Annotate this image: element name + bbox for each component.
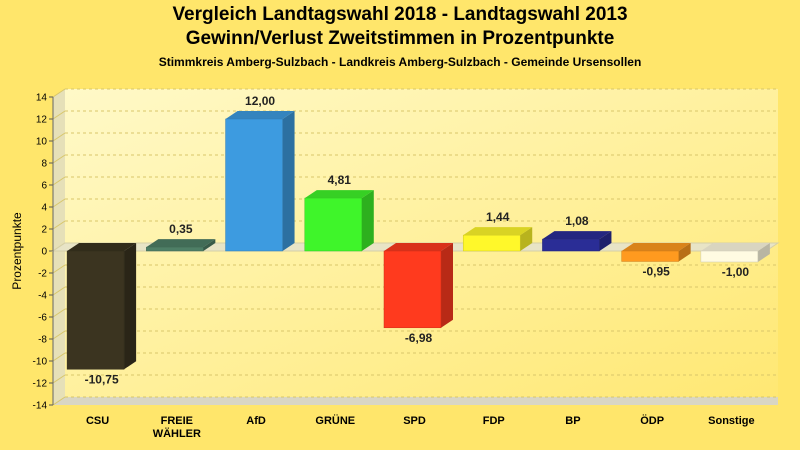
bar-5: [462, 227, 533, 252]
bar-7: [621, 243, 691, 262]
grid-line-side: [52, 308, 66, 318]
bar-side: [124, 243, 137, 370]
data-label: -0,95: [642, 264, 670, 278]
grid-line-side: [52, 132, 66, 142]
bar-side: [361, 190, 374, 251]
bar-top: [304, 190, 374, 199]
x-tick-label: Sonstige: [708, 415, 754, 427]
bar-front: [542, 238, 600, 252]
grid-line-side: [52, 220, 66, 230]
bar-top: [463, 227, 533, 236]
grid-line-side: [52, 88, 66, 98]
data-label: -10,75: [85, 372, 119, 386]
bar-6: [542, 231, 612, 252]
bar-front: [621, 250, 679, 262]
y-tick-label: 6: [41, 181, 47, 192]
y-tick-label: -10: [33, 357, 48, 368]
bar-front: [304, 197, 363, 252]
y-tick-label: 14: [36, 93, 48, 104]
grid-line-side: [52, 154, 66, 164]
x-tick-label: CSU: [86, 415, 109, 427]
bar-side: [441, 243, 453, 328]
bar-top: [542, 231, 612, 240]
y-tick-label: -12: [33, 379, 48, 390]
y-tick-label: 10: [36, 137, 48, 148]
bar-top: [700, 243, 770, 251]
grid-line-side: [52, 330, 66, 340]
bar-0: [66, 243, 137, 370]
x-tick-label: WÄHLER: [153, 427, 201, 440]
y-tick-label: 4: [41, 203, 47, 214]
x-tick-label: ÖDP: [640, 414, 664, 427]
bar-front: [462, 234, 521, 252]
grid-line-side: [52, 286, 66, 296]
x-tick-label: BP: [565, 415, 580, 427]
bar-front: [146, 246, 204, 252]
x-tick-label: SPD: [403, 415, 426, 427]
grid-line-side: [52, 352, 66, 362]
bar-side: [520, 227, 533, 251]
bar-3: [304, 190, 374, 252]
y-tick-label: -8: [38, 335, 47, 346]
bar-side: [757, 243, 770, 262]
y-axis-label: Prozentpunkte: [10, 212, 24, 290]
bar-side: [282, 111, 295, 251]
chart-title: Vergleich Landtagswahl 2018 - Landtagswa…: [172, 4, 628, 25]
data-label: -1,00: [722, 265, 750, 279]
data-label: 1,44: [486, 210, 510, 224]
bar-2: [225, 111, 295, 252]
data-label: 1,08: [565, 214, 589, 228]
grid-line-side: [52, 176, 66, 186]
bar-front: [700, 250, 759, 263]
grid-line-side: [52, 264, 66, 274]
bar-front: [225, 118, 283, 252]
y-tick-label: 12: [36, 115, 48, 126]
bar-1: [146, 239, 216, 252]
bar-side: [678, 243, 691, 262]
x-tick-label: GRÜNE: [315, 414, 355, 427]
bar-side: [203, 239, 216, 251]
bar-top: [225, 111, 295, 119]
bar-side: [599, 231, 612, 251]
data-label: -6,98: [405, 331, 433, 345]
y-tick-label: 0: [41, 247, 47, 258]
grid-line-side: [52, 396, 66, 406]
data-label: 4,81: [328, 173, 352, 187]
y-tick-label: -4: [38, 291, 47, 302]
plot-floor: [53, 397, 778, 405]
data-label: 0,35: [169, 222, 193, 236]
y-tick-label: 2: [41, 225, 47, 236]
grid-line-side: [52, 374, 66, 384]
bar-front: [66, 250, 125, 370]
bar-8: [700, 243, 770, 263]
bar-top: [384, 243, 453, 251]
bar-top: [67, 243, 137, 251]
grid-line-side: [52, 198, 66, 208]
x-tick-label: FDP: [483, 415, 505, 427]
bar-top: [621, 243, 691, 251]
data-label: 12,00: [245, 94, 275, 108]
chart-caption: Stimmkreis Amberg-Sulzbach - Landkreis A…: [158, 55, 642, 69]
x-tick-label: FREIE: [161, 415, 193, 427]
chart-subtitle: Gewinn/Verlust Zweitstimmen in Prozentpu…: [185, 28, 615, 49]
bar-4: [383, 243, 453, 329]
y-tick-label: -6: [38, 313, 47, 324]
x-tick-label: AfD: [246, 415, 266, 427]
y-tick-label: 8: [41, 159, 47, 170]
y-tick-label: -2: [38, 269, 47, 280]
y-tick-label: -14: [33, 401, 48, 412]
bar-front: [383, 250, 442, 329]
bar-top: [146, 239, 216, 248]
grid-line-side: [52, 110, 66, 120]
